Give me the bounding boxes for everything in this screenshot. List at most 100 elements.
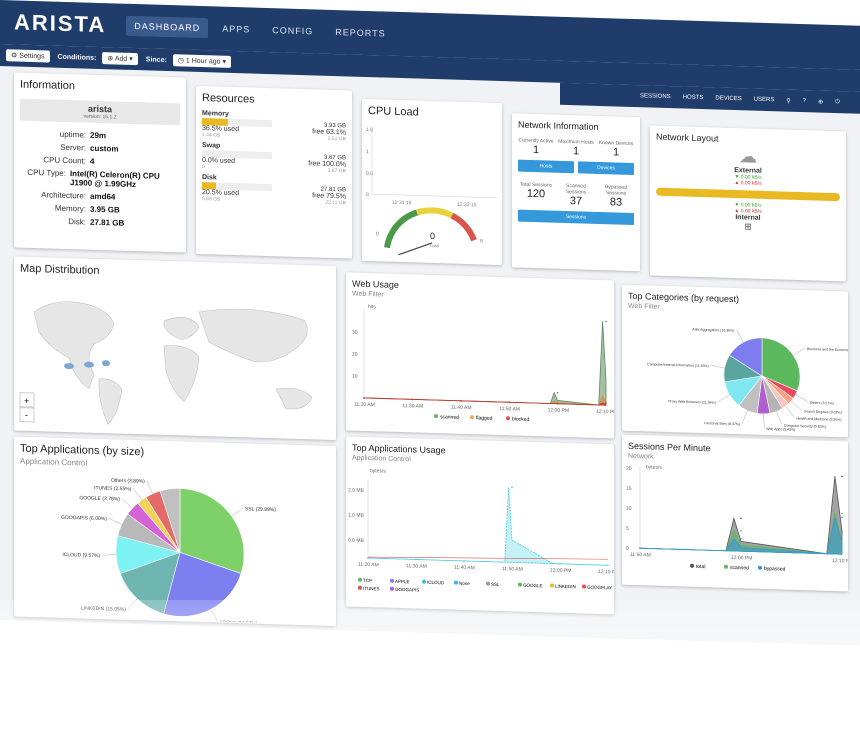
gauge-green: [384, 209, 419, 249]
legend-label: ICLOUD: [427, 580, 445, 586]
data-point-scanned: [605, 320, 607, 323]
cpu-xtick-0: 12:31:15: [392, 200, 412, 207]
world-map[interactable]: + -: [14, 276, 336, 436]
info-value: amd64: [90, 191, 116, 202]
help-icon[interactable]: ?: [802, 98, 807, 105]
settings-button[interactable]: ⚙ Settings: [6, 49, 50, 63]
map-point[interactable]: [102, 360, 110, 367]
gauge-needle: [397, 242, 433, 256]
pie-leader: [121, 498, 133, 509]
info-value: 3.95 GB: [90, 204, 120, 215]
add-condition-button[interactable]: ⊕ Add ▾: [102, 52, 138, 66]
devices-button[interactable]: Devices: [578, 161, 634, 176]
pie-label: Business and the Economy (31.01%): [807, 347, 848, 353]
x-tick-label: 12:00 PM: [550, 568, 571, 575]
sessions-button[interactable]: Sessions: [518, 209, 634, 226]
info-key: CPU Count:: [43, 155, 86, 166]
zoom-out-label: -: [25, 410, 28, 420]
since-select[interactable]: ◷ 1 Hour ago ▾: [172, 54, 231, 68]
pie-label: Health and Medicine (3.35%): [796, 417, 841, 422]
legend-label: ITUNES: [363, 586, 380, 591]
stat-bypassed-sessions: Bypassed Sessions 83: [596, 184, 636, 209]
y-tick-label: 5: [626, 526, 629, 532]
stat-currently-active: Currently Active 1: [516, 137, 556, 157]
cpu-ytick-3: 0: [366, 192, 369, 198]
cpu-load-chart: 1.5 1 0.5 0 12:31:15 12:32:15 0 Load 0 8: [366, 127, 497, 256]
legend-label: GOOGAPIS: [395, 587, 419, 593]
network-information-widget: Network Information Currently Active 1 Ma…: [512, 113, 640, 272]
since-value: 1 Hour ago: [185, 57, 221, 66]
x-tick-label: 11:50 AM: [502, 566, 523, 573]
series-none: [368, 487, 608, 566]
pie-label: Computer Security (5.65%): [784, 424, 826, 429]
pie-leader: [133, 488, 142, 501]
cpu-xtick-1: 12:32:15: [457, 202, 477, 209]
pie-leader: [710, 364, 725, 369]
pie-slice: [179, 488, 245, 574]
host-box: arista version: 16.1.2: [20, 98, 180, 126]
info-key: uptime:: [59, 129, 86, 140]
data-point-none: [415, 558, 417, 561]
top-applications-size-widget: Top Applications (by size) Application C…: [14, 436, 336, 627]
data-point-none: [463, 560, 465, 562]
pie-label: ICLOUD (9.57%): [62, 552, 100, 559]
settings-label: Settings: [19, 52, 45, 61]
network-bottom-stats: Total Sessions 120 Scanned Sessions 37 Byp…: [512, 175, 640, 209]
sessions-chart: bytes/s 20 15 10 5 011:50 AM 12:00 PM 12:10 PM t…: [626, 464, 848, 572]
nav-dashboard[interactable]: DASHBOARD: [126, 15, 209, 39]
gauge-value: 0: [430, 231, 435, 241]
version: version: 16.1.2: [83, 113, 117, 121]
pie-label: Web Apps (5.43%): [766, 427, 795, 432]
legend-label: scanned: [440, 414, 459, 421]
info-key: Server:: [60, 142, 86, 153]
stat-value: 1: [612, 146, 620, 159]
data-point-bypassed: [841, 516, 843, 519]
stat-maximum-hosts: Maximum Hosts 1: [556, 139, 596, 158]
legend-label: TCP: [363, 578, 372, 583]
info-key: Memory:: [54, 203, 86, 214]
pie-leader: [791, 400, 803, 411]
logout-icon[interactable]: ⏻: [835, 98, 840, 105]
y-tick-label: 0.0 MB: [348, 537, 365, 543]
floor-reflection: [0, 380, 860, 560]
data-point-blocked: [363, 397, 365, 399]
network-top-stats: Currently Active 1 Maximum Hosts 1 Known D…: [512, 131, 640, 159]
map-point[interactable]: [64, 363, 74, 370]
x-tick-label: 11:40 AM: [454, 565, 475, 572]
nav-apps[interactable]: APPS: [222, 23, 251, 35]
legend-label: flagged: [476, 415, 493, 421]
gauge-unit: Load: [430, 243, 439, 248]
nav-sessions[interactable]: SESSIONS: [640, 93, 671, 101]
pie-leader: [785, 406, 795, 418]
nav-hosts[interactable]: HOSTS: [682, 94, 704, 102]
nav-reports[interactable]: REPORTS: [335, 27, 386, 39]
clock-icon: ◷: [177, 57, 184, 65]
y-tick-label: 30: [352, 330, 358, 336]
legend-label: None: [459, 581, 470, 586]
continent-europe: [163, 317, 200, 340]
info-value: custom: [90, 143, 119, 154]
map-point[interactable]: [84, 361, 94, 368]
nav-users[interactable]: USERS: [753, 96, 775, 104]
resources-list: Memory 3.93 GB 36.5% used free 63.1% 1.44 GB…: [196, 106, 352, 207]
pie-slice: [159, 488, 181, 553]
data-point-none: [367, 557, 369, 559]
top-applications-usage-widget: Top Applications Usage Application Contr…: [346, 436, 614, 615]
continent-asia: [198, 308, 308, 363]
nav-devices[interactable]: DEVICES: [715, 95, 742, 103]
zoom-out-button[interactable]: [19, 407, 35, 423]
resource-used: 0.0% used: [202, 157, 236, 166]
legend-swatch: [550, 583, 554, 588]
resource-sub-left: 0: [202, 164, 205, 171]
legend-swatch: [390, 586, 394, 591]
nav-config[interactable]: CONFIG: [272, 25, 314, 37]
gauge-red: [450, 212, 477, 242]
zoom-in-button[interactable]: [19, 392, 35, 408]
globe-icon[interactable]: ⊕: [818, 99, 824, 106]
filter-icon[interactable]: ⚲: [786, 98, 791, 105]
pie-leader: [763, 413, 765, 428]
data-point-blocked: [411, 398, 414, 401]
legend-swatch: [690, 563, 694, 568]
hosts-button[interactable]: Hosts: [518, 159, 574, 174]
